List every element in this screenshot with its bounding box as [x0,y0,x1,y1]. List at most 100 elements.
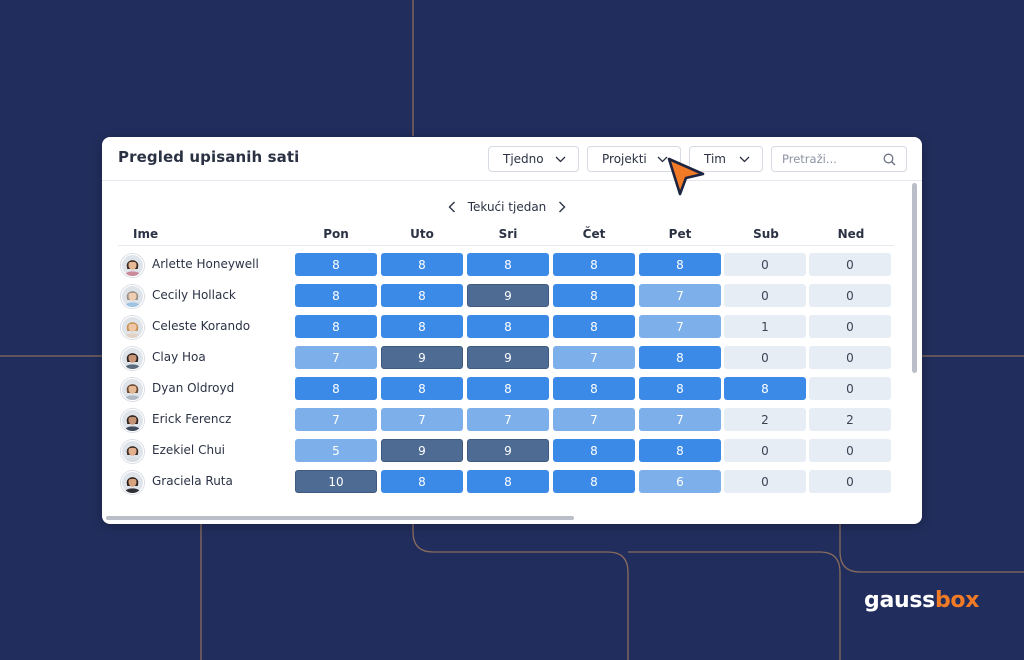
vertical-scrollbar[interactable] [912,183,917,373]
card-header: Pregled upisanih sati Tjedno Projekti Ti… [102,137,922,181]
hours-cell-pon[interactable]: 7 [295,408,377,431]
logo-main: gauss [864,588,935,613]
hours-cell-cet[interactable]: 8 [553,439,635,462]
avatar [121,285,144,308]
hours-cell-sub[interactable]: 0 [724,284,806,307]
hours-cell-sub[interactable]: 1 [724,315,806,338]
avatar [121,471,144,494]
hours-cell-sri[interactable]: 8 [467,377,549,400]
gaussbox-logo: gaussbox [864,588,979,618]
hours-cell-pon[interactable]: 10 [295,470,377,493]
hours-cell-pet[interactable]: 7 [639,408,721,431]
avatar [121,347,144,370]
hours-cell-ned[interactable]: 0 [809,470,891,493]
table-row: Clay Hoa 7 9 9 7 8 0 0 [102,346,902,371]
hours-cell-pet[interactable]: 8 [639,346,721,369]
hours-cell-pon[interactable]: 8 [295,253,377,276]
hours-cell-sri[interactable]: 8 [467,470,549,493]
hours-cell-pon[interactable]: 8 [295,284,377,307]
hours-cell-sub[interactable]: 0 [724,470,806,493]
hours-cell-cet[interactable]: 7 [553,346,635,369]
hours-cell-sri[interactable]: 8 [467,253,549,276]
hours-cell-pon[interactable]: 7 [295,346,377,369]
hours-cell-ned[interactable]: 0 [809,315,891,338]
search-icon[interactable] [883,153,896,166]
hours-cell-ned[interactable]: 0 [809,346,891,369]
projects-filter-dropdown[interactable]: Projekti [587,146,681,172]
hours-cell-sri[interactable]: 9 [467,284,549,307]
hours-cell-ned[interactable]: 0 [809,377,891,400]
hours-cell-sri[interactable]: 9 [467,346,549,369]
hours-cell-sub[interactable]: 0 [724,439,806,462]
previous-week-button[interactable] [448,201,456,213]
hours-cell-ned[interactable]: 0 [809,439,891,462]
logo-accent: box [934,588,980,613]
hours-cell-sri[interactable]: 8 [467,315,549,338]
hours-cell-cet[interactable]: 8 [553,377,635,400]
hours-cell-pon[interactable]: 8 [295,315,377,338]
hours-cell-uto[interactable]: 9 [381,346,463,369]
hours-cell-sri[interactable]: 7 [467,408,549,431]
header-divider [118,245,894,246]
column-header-ned: Ned [837,227,865,241]
hours-cell-uto[interactable]: 8 [381,284,463,307]
table-row: Arlette Honeywell 8 8 8 8 8 0 0 [102,253,902,278]
avatar-icon [122,441,143,462]
employee-name: Clay Hoa [152,350,206,364]
period-filter-dropdown[interactable]: Tjedno [488,146,579,172]
column-header-pon: Pon [323,227,349,241]
hours-cell-pet[interactable]: 6 [639,470,721,493]
period-filter-label: Tjedno [503,152,544,166]
hours-cell-uto[interactable]: 8 [381,253,463,276]
avatar-icon [122,379,143,400]
avatar-icon [122,348,143,369]
avatar-icon [122,255,143,276]
hours-cell-sub[interactable]: 0 [724,253,806,276]
avatar-icon [122,472,143,493]
hours-cell-sub[interactable]: 2 [724,408,806,431]
hours-cell-pon[interactable]: 8 [295,377,377,400]
hours-cell-ned[interactable]: 0 [809,253,891,276]
hours-cell-cet[interactable]: 8 [553,315,635,338]
search-box[interactable] [771,146,907,172]
page-title: Pregled upisanih sati [118,148,300,166]
hours-cell-cet[interactable]: 8 [553,253,635,276]
search-input[interactable] [782,152,877,166]
avatar [121,254,144,277]
table-row: Cecily Hollack 8 8 9 8 7 0 0 [102,284,902,309]
avatar [121,440,144,463]
hours-cell-uto[interactable]: 7 [381,408,463,431]
avatar-icon [122,410,143,431]
hours-cell-ned[interactable]: 2 [809,408,891,431]
hours-cell-sub[interactable]: 8 [724,377,806,400]
hours-cell-cet[interactable]: 8 [553,284,635,307]
hours-cell-sub[interactable]: 0 [724,346,806,369]
hours-cell-pet[interactable]: 8 [639,253,721,276]
hours-cell-ned[interactable]: 0 [809,284,891,307]
hours-cell-pet[interactable]: 8 [639,439,721,462]
hours-cell-uto[interactable]: 8 [381,377,463,400]
hours-cell-sri[interactable]: 9 [467,439,549,462]
hours-cell-uto[interactable]: 8 [381,470,463,493]
hours-cell-uto[interactable]: 8 [381,315,463,338]
employee-name: Dyan Oldroyd [152,381,235,395]
team-filter-dropdown[interactable]: Tim [689,146,763,172]
hours-cell-cet[interactable]: 8 [553,470,635,493]
hours-cell-uto[interactable]: 9 [381,439,463,462]
hours-cell-pet[interactable]: 7 [639,315,721,338]
projects-filter-label: Projekti [602,152,647,166]
avatar-icon [122,286,143,307]
next-week-button[interactable] [558,201,566,213]
horizontal-scrollbar[interactable] [106,516,574,520]
hours-cell-pet[interactable]: 7 [639,284,721,307]
hours-cell-pet[interactable]: 8 [639,377,721,400]
table-row: Erick Ferencz 7 7 7 7 7 2 2 [102,408,902,433]
chevron-down-icon [739,156,750,162]
employee-name: Arlette Honeywell [152,257,259,271]
column-header-sub: Sub [753,227,779,241]
hours-cell-cet[interactable]: 7 [553,408,635,431]
hours-cell-pon[interactable]: 5 [295,439,377,462]
employee-name: Celeste Korando [152,319,251,333]
avatar [121,409,144,432]
